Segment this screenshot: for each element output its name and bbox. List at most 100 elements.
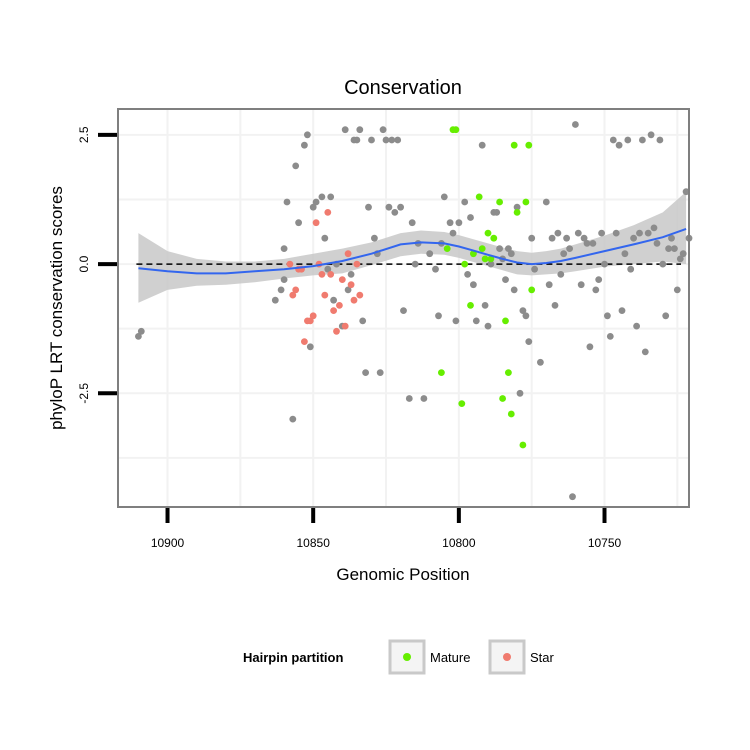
- point-other: [309, 203, 317, 211]
- point-other: [292, 162, 300, 170]
- point-other: [577, 281, 585, 289]
- plot-panel: [117, 108, 693, 508]
- point-other: [598, 229, 605, 237]
- point-star: [321, 291, 329, 299]
- point-other: [589, 240, 597, 247]
- point-other: [537, 358, 544, 366]
- point-star: [344, 250, 352, 258]
- point-star: [341, 322, 349, 330]
- point-other: [452, 317, 460, 325]
- point-other: [289, 415, 297, 423]
- point-other: [271, 296, 279, 304]
- point-other: [137, 327, 145, 335]
- point-other: [301, 141, 308, 149]
- point-star: [350, 296, 358, 304]
- point-other: [572, 121, 579, 128]
- point-other: [318, 193, 326, 201]
- point-other: [618, 307, 626, 314]
- point-other: [592, 286, 600, 294]
- point-other: [353, 136, 361, 144]
- point-other: [662, 312, 670, 320]
- point-mature: [528, 286, 536, 294]
- y-tick-label: 2.5: [77, 126, 91, 143]
- point-other: [400, 307, 407, 314]
- point-other: [574, 229, 582, 237]
- point-other: [283, 198, 291, 206]
- point-other: [545, 281, 553, 289]
- point-other: [397, 203, 404, 211]
- point-other: [595, 276, 603, 283]
- point-other: [484, 322, 492, 330]
- point-other: [359, 317, 367, 325]
- x-tick-label: 10750: [588, 536, 622, 550]
- point-mature: [519, 441, 527, 449]
- point-other: [280, 276, 288, 283]
- legend-dot-mature: [403, 653, 411, 661]
- point-other: [391, 209, 399, 216]
- point-other: [470, 281, 477, 289]
- point-other: [487, 260, 495, 268]
- point-mature: [438, 369, 445, 376]
- point-other: [440, 193, 448, 201]
- point-other: [612, 229, 620, 237]
- point-other: [461, 198, 469, 206]
- point-mature: [510, 141, 518, 149]
- plot-frame: [117, 108, 690, 508]
- point-star: [292, 286, 300, 294]
- point-other: [356, 126, 364, 134]
- point-mature: [490, 234, 498, 242]
- point-other: [304, 131, 311, 139]
- point-star: [301, 338, 308, 345]
- point-star: [324, 209, 332, 216]
- point-star: [333, 327, 340, 335]
- point-other: [467, 214, 474, 221]
- point-star: [347, 281, 355, 289]
- point-other: [653, 240, 661, 247]
- data-points: [135, 121, 693, 501]
- point-star: [336, 302, 343, 309]
- point-mature: [467, 302, 474, 309]
- point-other: [644, 229, 652, 237]
- point-other: [633, 322, 640, 330]
- point-other: [659, 260, 667, 268]
- point-other: [502, 276, 509, 283]
- x-axis-label: Genomic Position: [336, 565, 469, 584]
- point-star: [327, 271, 335, 278]
- y-tick-label: -2.5: [77, 383, 91, 404]
- point-other: [671, 245, 678, 253]
- point-other: [510, 286, 518, 294]
- point-other: [601, 260, 608, 268]
- point-other: [496, 245, 503, 253]
- point-other: [295, 219, 302, 227]
- point-star: [309, 312, 317, 320]
- legend-label-mature: Mature: [430, 650, 470, 665]
- point-mature: [478, 245, 486, 253]
- legend-label-star: Star: [530, 650, 555, 665]
- point-other: [365, 203, 372, 211]
- x-tick-label: 10900: [151, 536, 185, 550]
- point-other: [449, 229, 457, 237]
- point-other: [464, 271, 471, 278]
- point-star: [318, 271, 326, 278]
- point-other: [641, 348, 649, 356]
- point-other: [435, 312, 442, 320]
- point-mature: [452, 126, 460, 134]
- point-other: [513, 203, 521, 211]
- point-other: [362, 369, 369, 376]
- point-mature: [522, 198, 530, 206]
- point-star: [330, 307, 337, 314]
- point-other: [679, 250, 687, 258]
- point-mature: [484, 229, 492, 237]
- point-mature: [505, 369, 512, 376]
- point-other: [586, 343, 594, 351]
- x-tick-label: 10800: [442, 536, 476, 550]
- point-other: [580, 234, 588, 242]
- point-other: [432, 265, 439, 273]
- point-other: [347, 271, 355, 278]
- point-other: [408, 219, 416, 227]
- point-other: [583, 240, 591, 247]
- point-other: [609, 136, 617, 144]
- point-star: [289, 291, 297, 299]
- point-other: [481, 302, 489, 309]
- point-other: [382, 136, 390, 144]
